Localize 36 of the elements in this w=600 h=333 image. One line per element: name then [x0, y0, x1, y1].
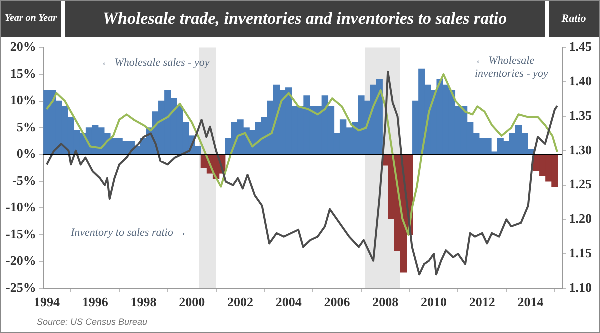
y2-tick-label: 1.15 [569, 245, 592, 260]
x-tick-label: 2002 [227, 294, 254, 310]
y2-tick-label: 1.25 [569, 176, 592, 192]
y-tick-label: 10% [10, 92, 36, 108]
annotation: ← Wholesale sales - yoy [101, 57, 211, 70]
y-tick-label: 20% [10, 39, 36, 54]
chart-title: Wholesale trade, inventories and inventories to sales ratio [65, 1, 545, 37]
y-axis-title: Year on Year [1, 1, 61, 37]
x-tick-label: 2006 [324, 294, 351, 310]
y2-tick-label: 1.40 [569, 74, 592, 89]
x-tick-label: 2012 [469, 294, 496, 310]
y-tick-label: 0% [16, 146, 36, 162]
y-tick-label: 15% [10, 66, 36, 81]
y2-tick-label: 1.20 [569, 211, 592, 226]
y-tick-label: -25% [6, 280, 36, 295]
x-tick-label: 1994 [34, 294, 60, 310]
x-tick-label: 2004 [276, 294, 302, 310]
y2-tick-label: 1.30 [569, 142, 592, 158]
y2-axis-title: Ratio [549, 1, 599, 37]
x-tick-label: 2014 [518, 294, 544, 310]
y2-tick-label: 1.45 [569, 39, 592, 54]
annotation: ← Wholesale inventories - yoy [475, 55, 550, 81]
x-tick-label: 1998 [130, 294, 158, 310]
x-tick-label: 2000 [179, 294, 206, 310]
x-tick-label: 1996 [82, 294, 109, 310]
y2-tick-label: 1.35 [569, 108, 592, 123]
y-tick-label: -10% [6, 200, 36, 215]
y-tick-label: -20% [6, 253, 36, 268]
x-tick-label: 2010 [421, 294, 448, 310]
x-tick-label: 2008 [372, 294, 400, 310]
y-tick-label: -15% [6, 226, 36, 242]
y2-tick-label: 1.10 [569, 280, 592, 295]
y-tick-label: -5% [12, 172, 36, 188]
y-tick-label: 5% [16, 119, 36, 134]
source-note: Source: US Census Bureau [36, 316, 149, 329]
annotation: Inventory to sales ratio → [71, 227, 188, 240]
